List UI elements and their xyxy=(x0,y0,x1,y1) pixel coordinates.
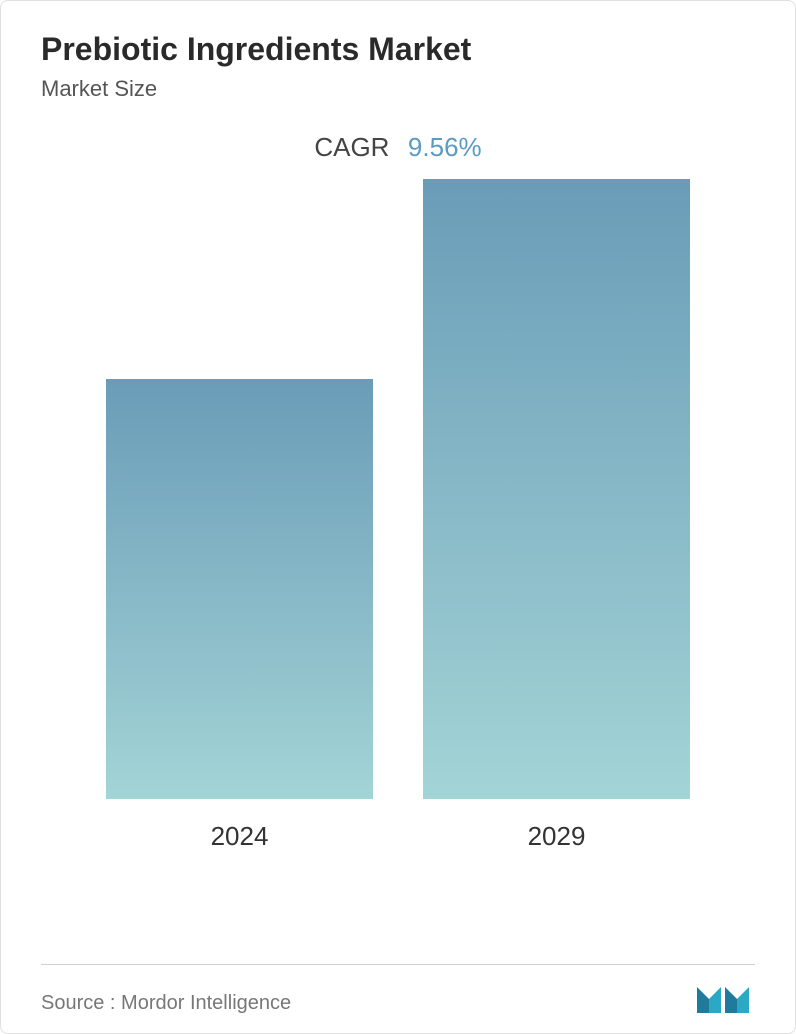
bar-label-0: 2024 xyxy=(211,821,269,852)
footer: Source : Mordor Intelligence xyxy=(41,964,755,1015)
bar-1 xyxy=(423,179,689,799)
cagr-row: CAGR 9.56% xyxy=(41,132,755,163)
source-text: Source : Mordor Intelligence xyxy=(41,992,291,1015)
cagr-label: CAGR xyxy=(314,132,389,162)
cagr-value: 9.56% xyxy=(408,132,482,162)
bar-group-0: 2024 xyxy=(106,379,372,852)
logo-shape-4 xyxy=(737,987,749,1013)
logo-shape-2 xyxy=(709,987,721,1013)
bar-group-1: 2029 xyxy=(423,179,689,852)
bar-chart: 2024 2029 xyxy=(81,213,715,853)
brand-logo xyxy=(695,979,755,1015)
logo-shape-3 xyxy=(725,987,737,1013)
bar-label-1: 2029 xyxy=(528,821,586,852)
page-title: Prebiotic Ingredients Market xyxy=(41,31,755,68)
page-subtitle: Market Size xyxy=(41,76,755,102)
chart-card: Prebiotic Ingredients Market Market Size… xyxy=(0,0,796,1034)
logo-shape-1 xyxy=(697,987,709,1013)
bar-0 xyxy=(106,379,372,799)
